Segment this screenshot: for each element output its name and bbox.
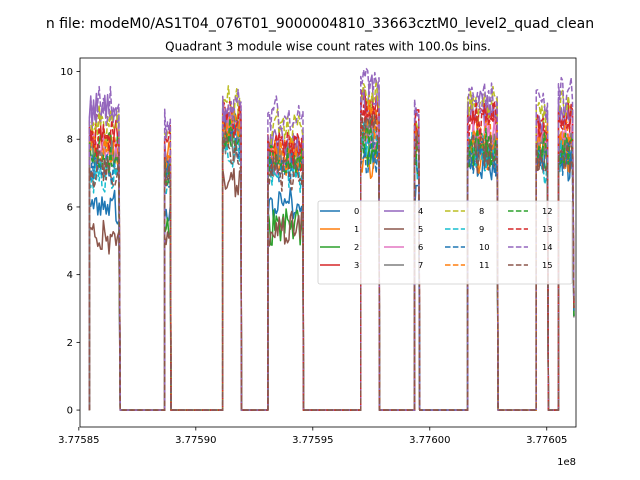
legend-label-14: 14: [542, 242, 553, 252]
y-tick-label: 10: [60, 67, 73, 78]
legend-frame: [317, 200, 573, 285]
x-tick-label: 3.77600: [409, 435, 450, 446]
legend-label-10: 10: [479, 242, 490, 252]
legend-label-2: 2: [354, 242, 359, 252]
legend-label-4: 4: [418, 206, 423, 216]
legend-label-8: 8: [479, 206, 484, 216]
legend-label-15: 15: [542, 260, 553, 270]
y-tick-label: 0: [67, 406, 73, 417]
x-tick-label: 3.77585: [58, 435, 99, 446]
y-tick-label: 6: [67, 202, 73, 213]
legend-label-3: 3: [354, 260, 359, 270]
figure-suptitle: n file: modeM0/AS1T04_076T01_9000004810_…: [46, 16, 594, 32]
series-line-15: [88, 113, 575, 411]
y-tick-label: 8: [67, 135, 73, 146]
axes-frame: [79, 57, 577, 428]
x-tick-label: 3.77595: [292, 435, 333, 446]
y-axis: 0 2 4 6 8 10: [60, 67, 80, 417]
legend-label-7: 7: [418, 260, 423, 270]
legend-label-9: 9: [479, 224, 484, 234]
y-tick-label: 2: [67, 338, 73, 349]
legend-label-1: 1: [354, 224, 359, 234]
legend-label-6: 6: [418, 242, 423, 252]
x-tick-label: 3.77590: [175, 435, 216, 446]
legend-label-5: 5: [418, 224, 423, 234]
legend-label-13: 13: [542, 224, 553, 234]
y-tick-label: 4: [67, 270, 73, 281]
plot-lines: [88, 67, 575, 411]
legend-label-11: 11: [479, 260, 490, 270]
legend-label-0: 0: [354, 206, 359, 216]
chart-title: Quadrant 3 module wise count rates with …: [165, 40, 491, 54]
x-tick-label: 3.77605: [526, 435, 567, 446]
x-axis: 3.77585 3.77590 3.77595 3.77600 3.77605: [58, 427, 567, 446]
legend-label-12: 12: [542, 206, 553, 216]
x-offset-label: 1e8: [557, 457, 576, 468]
